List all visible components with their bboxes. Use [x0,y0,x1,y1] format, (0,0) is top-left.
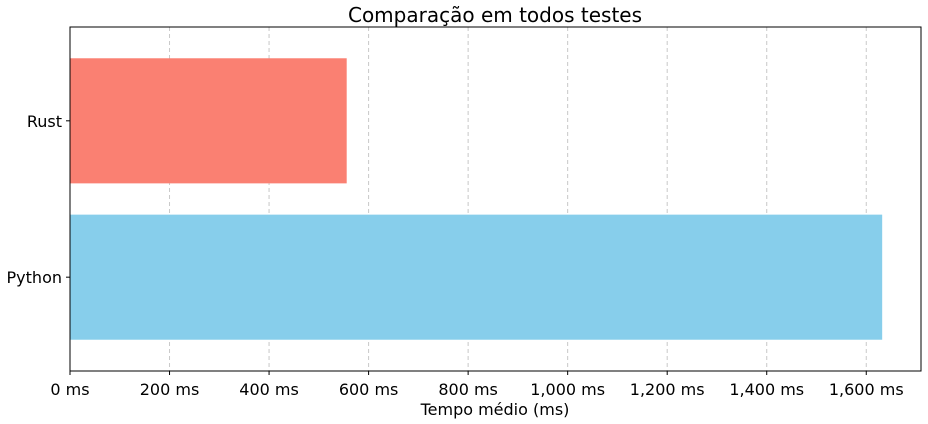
x-tick-label-5: 1,000 ms [530,380,605,399]
x-tick-label-3: 600 ms [339,380,399,399]
x-axis-label: Tempo médio (ms) [420,400,570,419]
x-tick-label-8: 1,600 ms [829,380,904,399]
x-tick-label-4: 800 ms [438,380,498,399]
x-tick-label-6: 1,200 ms [630,380,705,399]
y-tick-label-rust: Rust [27,112,62,131]
y-axis-ticks: Python Rust [7,112,70,287]
plot-frame [69,26,922,372]
bar-python [70,214,883,340]
y-tick-label-python: Python [7,268,62,287]
bars [70,58,883,340]
bar-rust [70,58,347,184]
x-tick-label-2: 400 ms [239,380,299,399]
chart-title: Comparação em todos testes [348,3,642,27]
x-tick-label-7: 1,400 ms [729,380,804,399]
x-tick-label-1: 200 ms [140,380,200,399]
x-tick-label-0: 0 ms [50,380,89,399]
x-axis-ticks: 0 ms 200 ms 400 ms 600 ms 800 ms 1,000 ms 1,20… [50,371,904,399]
